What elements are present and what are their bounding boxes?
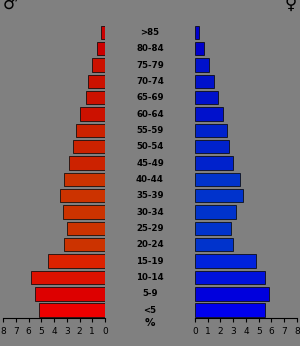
- Bar: [195, 173, 240, 186]
- Bar: [92, 58, 105, 72]
- Bar: [39, 303, 105, 317]
- Bar: [60, 189, 105, 202]
- Text: 75-79: 75-79: [136, 61, 164, 70]
- Bar: [195, 156, 233, 170]
- Bar: [64, 238, 105, 252]
- Text: 30-34: 30-34: [136, 208, 164, 217]
- Bar: [195, 58, 209, 72]
- Bar: [195, 189, 243, 202]
- Text: 15-19: 15-19: [136, 257, 164, 266]
- Text: 35-39: 35-39: [136, 191, 164, 200]
- Text: 10-14: 10-14: [136, 273, 164, 282]
- Text: 60-64: 60-64: [136, 110, 164, 119]
- Text: ♂: ♂: [3, 0, 18, 12]
- Text: 5-9: 5-9: [142, 289, 158, 298]
- Text: 20-24: 20-24: [136, 240, 164, 249]
- Text: 50-54: 50-54: [136, 142, 164, 151]
- Bar: [195, 303, 265, 317]
- Bar: [67, 222, 105, 235]
- Bar: [101, 26, 105, 39]
- Text: ♀: ♀: [285, 0, 297, 12]
- Bar: [195, 91, 218, 104]
- Bar: [195, 107, 223, 121]
- Text: 40-44: 40-44: [136, 175, 164, 184]
- Bar: [195, 271, 265, 284]
- Bar: [195, 222, 231, 235]
- Bar: [195, 287, 269, 301]
- Text: 45-49: 45-49: [136, 158, 164, 167]
- Text: 55-59: 55-59: [136, 126, 164, 135]
- Text: 25-29: 25-29: [136, 224, 164, 233]
- Bar: [31, 271, 105, 284]
- Bar: [195, 124, 227, 137]
- Text: %: %: [145, 318, 155, 328]
- Bar: [195, 238, 233, 252]
- Bar: [86, 91, 105, 104]
- Text: >85: >85: [140, 28, 160, 37]
- Text: <5: <5: [143, 306, 157, 315]
- Bar: [64, 173, 105, 186]
- Text: 80-84: 80-84: [136, 44, 164, 53]
- Text: 65-69: 65-69: [136, 93, 164, 102]
- Bar: [195, 206, 236, 219]
- Bar: [48, 254, 105, 268]
- Bar: [73, 140, 105, 154]
- Bar: [195, 75, 214, 88]
- Bar: [195, 140, 230, 154]
- Bar: [80, 107, 105, 121]
- Bar: [63, 206, 105, 219]
- Bar: [97, 42, 105, 55]
- Text: 70-74: 70-74: [136, 77, 164, 86]
- Bar: [69, 156, 105, 170]
- Bar: [88, 75, 105, 88]
- Bar: [195, 42, 204, 55]
- Bar: [76, 124, 105, 137]
- Bar: [195, 254, 256, 268]
- Bar: [195, 26, 199, 39]
- Bar: [35, 287, 105, 301]
